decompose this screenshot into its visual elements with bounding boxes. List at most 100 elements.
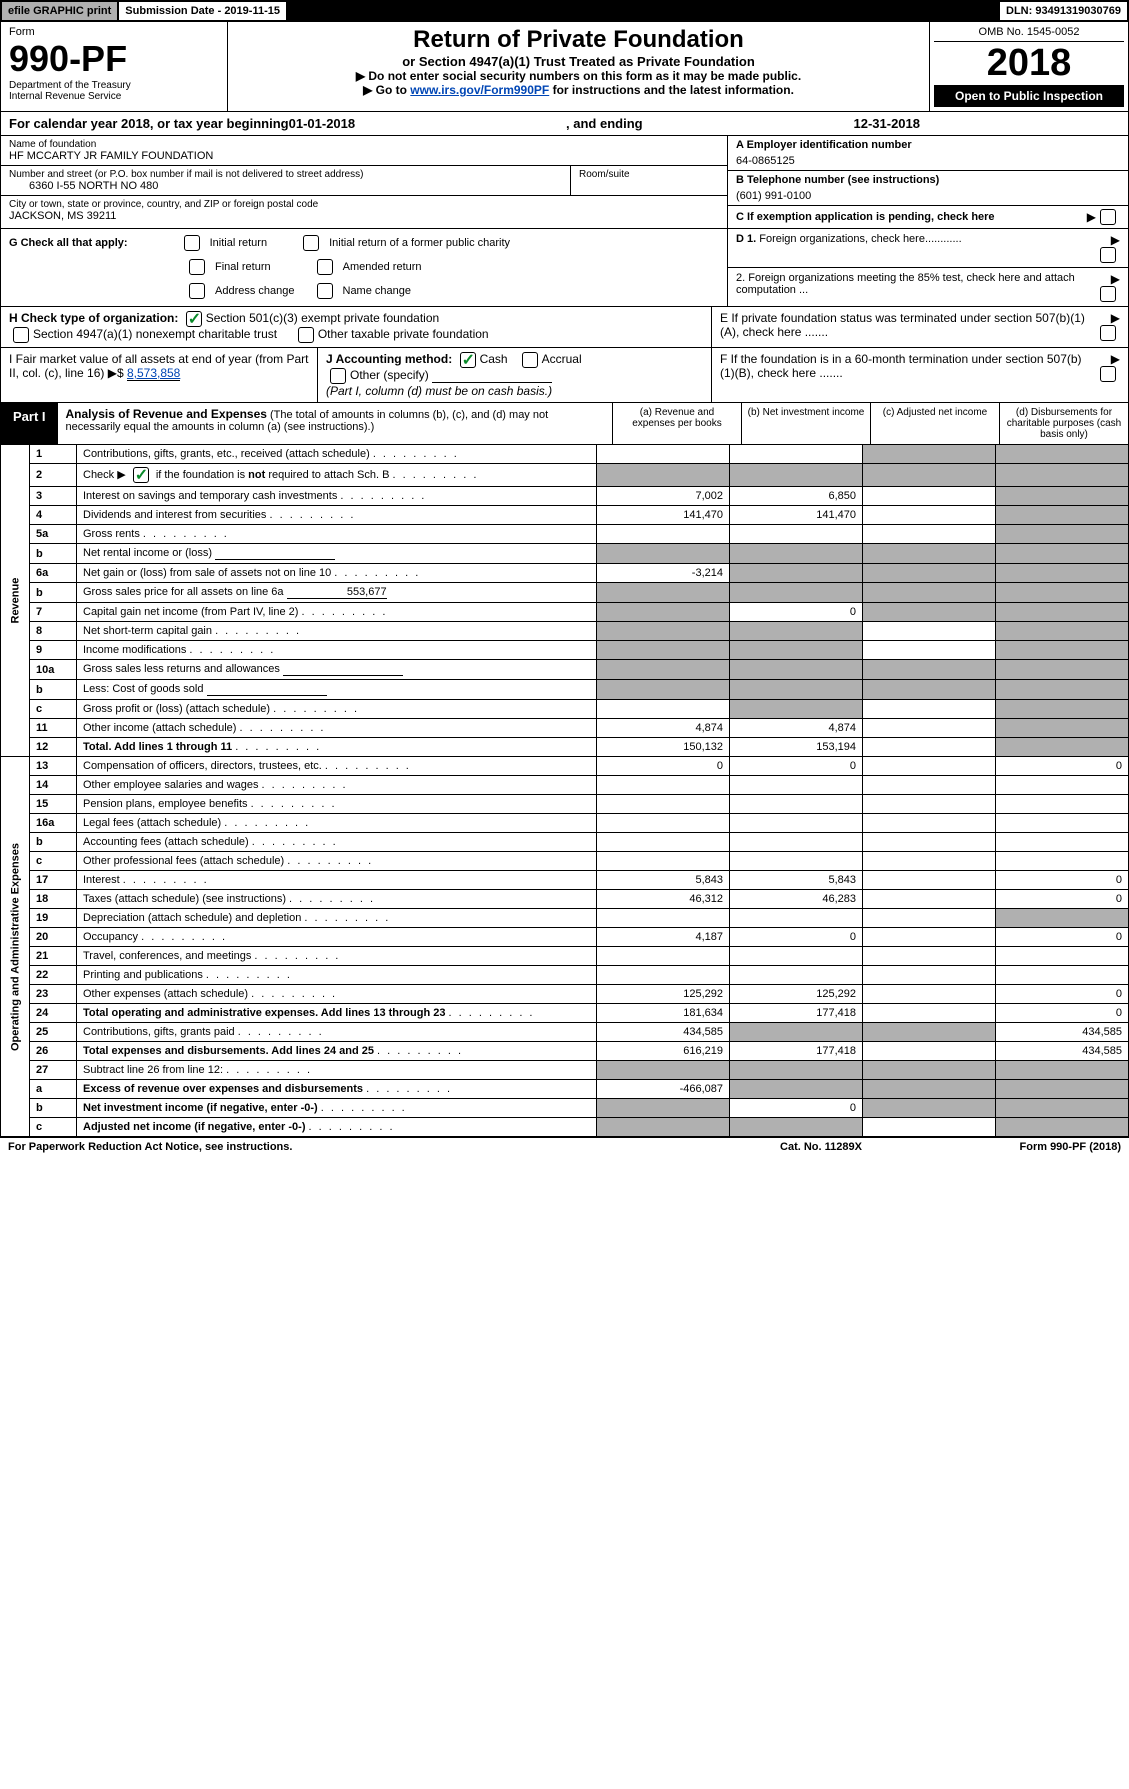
cell-shaded	[730, 1080, 863, 1099]
line-number: b	[30, 583, 77, 603]
line-number: 10a	[30, 660, 77, 680]
cell-shaded	[597, 641, 730, 660]
top-spacer	[288, 2, 1000, 20]
cell-value: 0	[730, 757, 863, 776]
table-row: 14Other employee salaries and wages	[1, 776, 1129, 795]
cell-value	[863, 738, 996, 757]
line-description: Other employee salaries and wages	[77, 776, 597, 795]
part1-label: Part I	[1, 403, 58, 444]
j-cash-checkbox[interactable]	[460, 352, 476, 368]
line-description: Pension plans, employee benefits	[77, 795, 597, 814]
table-row: aExcess of revenue over expenses and dis…	[1, 1080, 1129, 1099]
d1-checkbox[interactable]	[1100, 247, 1116, 263]
line-description: Other professional fees (attach schedule…	[77, 852, 597, 871]
header-left: Form 990-PF Department of the Treasury I…	[1, 22, 228, 111]
fmv-value[interactable]: 8,573,858	[127, 366, 180, 381]
side-label: Revenue	[1, 445, 30, 757]
g-initial-checkbox[interactable]	[184, 235, 200, 251]
line-description: Interest on savings and temporary cash i…	[77, 487, 597, 506]
irs-link[interactable]: www.irs.gov/Form990PF	[410, 83, 549, 97]
j-accrual-checkbox[interactable]	[522, 352, 538, 368]
table-row: 12Total. Add lines 1 through 11 150,1321…	[1, 738, 1129, 757]
line-description: Check ▶ if the foundation is not require…	[77, 464, 597, 487]
cell-value	[863, 890, 996, 909]
info-right: A Employer identification number 64-0865…	[727, 136, 1128, 228]
line-number: 8	[30, 622, 77, 641]
line-description: Gross sales price for all assets on line…	[77, 583, 597, 603]
cell-value	[730, 852, 863, 871]
h-4947-checkbox[interactable]	[13, 327, 29, 343]
d2-checkbox[interactable]	[1100, 286, 1116, 302]
line-description: Printing and publications	[77, 966, 597, 985]
line-number: 4	[30, 506, 77, 525]
schb-checkbox[interactable]	[133, 467, 149, 483]
dept-treasury: Department of the Treasury	[9, 80, 219, 91]
cell-shaded	[996, 464, 1129, 487]
line-description: Contributions, gifts, grants, etc., rece…	[77, 445, 597, 464]
h-501c3-checkbox[interactable]	[186, 311, 202, 327]
line-number: 16a	[30, 814, 77, 833]
cell-value: 0	[996, 985, 1129, 1004]
g-address-checkbox[interactable]	[189, 283, 205, 299]
cell-value	[863, 487, 996, 506]
table-row: 19Depreciation (attach schedule) and dep…	[1, 909, 1129, 928]
table-row: 2Check ▶ if the foundation is not requir…	[1, 464, 1129, 487]
efile-print-label[interactable]: efile GRAPHIC print	[2, 2, 119, 20]
line-number: b	[30, 680, 77, 700]
g-initial-former-checkbox[interactable]	[303, 235, 319, 251]
cell-value	[730, 776, 863, 795]
cell-value	[863, 833, 996, 852]
cell-value	[597, 814, 730, 833]
cell-shaded	[597, 544, 730, 564]
form-header: Form 990-PF Department of the Treasury I…	[0, 22, 1129, 112]
cell-value: 4,874	[597, 719, 730, 738]
f-checkbox[interactable]	[1100, 366, 1116, 382]
footer-left: For Paperwork Reduction Act Notice, see …	[8, 1141, 721, 1153]
cell-value	[863, 525, 996, 544]
table-row: bAccounting fees (attach schedule)	[1, 833, 1129, 852]
table-row: 6aNet gain or (loss) from sale of assets…	[1, 564, 1129, 583]
line-description: Contributions, gifts, grants paid	[77, 1023, 597, 1042]
cell-value: 434,585	[996, 1042, 1129, 1061]
g-amended-checkbox[interactable]	[317, 259, 333, 275]
line-number: 5a	[30, 525, 77, 544]
cell-shaded	[996, 738, 1129, 757]
line-number: 22	[30, 966, 77, 985]
cell-shaded	[730, 544, 863, 564]
cell-shaded	[730, 583, 863, 603]
cell-shaded	[597, 464, 730, 487]
form-number: 990-PF	[9, 38, 219, 80]
cell-value: 0	[996, 871, 1129, 890]
cell-value	[863, 700, 996, 719]
j-other-checkbox[interactable]	[330, 368, 346, 384]
h-other-checkbox[interactable]	[298, 327, 314, 343]
ein-value: 64-0865125	[736, 151, 1120, 167]
table-row: 22Printing and publications	[1, 966, 1129, 985]
line-description: Net rental income or (loss)	[77, 544, 597, 564]
e-checkbox[interactable]	[1100, 325, 1116, 341]
cell-value	[863, 1042, 996, 1061]
cell-value: 6,850	[730, 487, 863, 506]
page-footer: For Paperwork Reduction Act Notice, see …	[0, 1137, 1129, 1156]
cell-shaded	[863, 445, 996, 464]
g-final-checkbox[interactable]	[189, 259, 205, 275]
cell-shaded	[996, 603, 1129, 622]
cell-value	[863, 506, 996, 525]
cell-value: 125,292	[730, 985, 863, 1004]
g-name-checkbox[interactable]	[317, 283, 333, 299]
j-section: J Accounting method: Cash Accrual Other …	[318, 348, 711, 402]
cell-value	[730, 833, 863, 852]
table-row: bGross sales price for all assets on lin…	[1, 583, 1129, 603]
cell-shaded	[996, 1099, 1129, 1118]
cell-value	[597, 947, 730, 966]
irs-label: Internal Revenue Service	[9, 91, 219, 102]
table-row: 18Taxes (attach schedule) (see instructi…	[1, 890, 1129, 909]
info-block: Name of foundation HF MCCARTY JR FAMILY …	[0, 136, 1129, 229]
col-b-head: (b) Net investment income	[741, 403, 870, 444]
c-checkbox[interactable]	[1100, 209, 1116, 225]
cell-value	[996, 966, 1129, 985]
f-row: F If the foundation is in a 60-month ter…	[711, 348, 1128, 402]
cell-value: -466,087	[597, 1080, 730, 1099]
cell-value	[863, 871, 996, 890]
d1-text: Foreign organizations, check here.......…	[759, 233, 961, 245]
